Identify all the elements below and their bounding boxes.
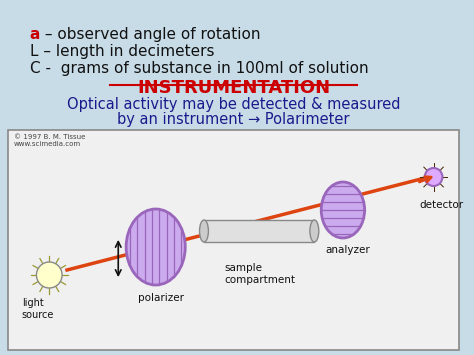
Circle shape (36, 262, 62, 288)
Text: polarizer: polarizer (138, 293, 184, 303)
Ellipse shape (321, 182, 365, 238)
Circle shape (425, 168, 442, 186)
Text: Optical activity may be detected & measured: Optical activity may be detected & measu… (67, 97, 400, 112)
Text: a: a (29, 27, 40, 42)
Text: INSTRUMENTATION: INSTRUMENTATION (137, 79, 330, 97)
Text: sample
compartment: sample compartment (225, 263, 296, 285)
Text: L – length in decimeters: L – length in decimeters (29, 44, 214, 59)
Text: © 1997 B. M. Tissue
www.scimedia.com: © 1997 B. M. Tissue www.scimedia.com (14, 134, 85, 147)
Ellipse shape (200, 220, 209, 242)
Bar (204, 220, 314, 242)
Bar (8, 130, 459, 350)
Text: analyzer: analyzer (325, 245, 370, 255)
Text: detector: detector (420, 200, 464, 210)
Ellipse shape (310, 220, 319, 242)
Text: by an instrument → Polarimeter: by an instrument → Polarimeter (117, 112, 350, 127)
Text: – observed angle of rotation: – observed angle of rotation (40, 27, 261, 42)
Text: light
source: light source (22, 298, 54, 320)
Text: C -  grams of substance in 100ml of solution: C - grams of substance in 100ml of solut… (29, 61, 368, 76)
Ellipse shape (126, 209, 185, 285)
